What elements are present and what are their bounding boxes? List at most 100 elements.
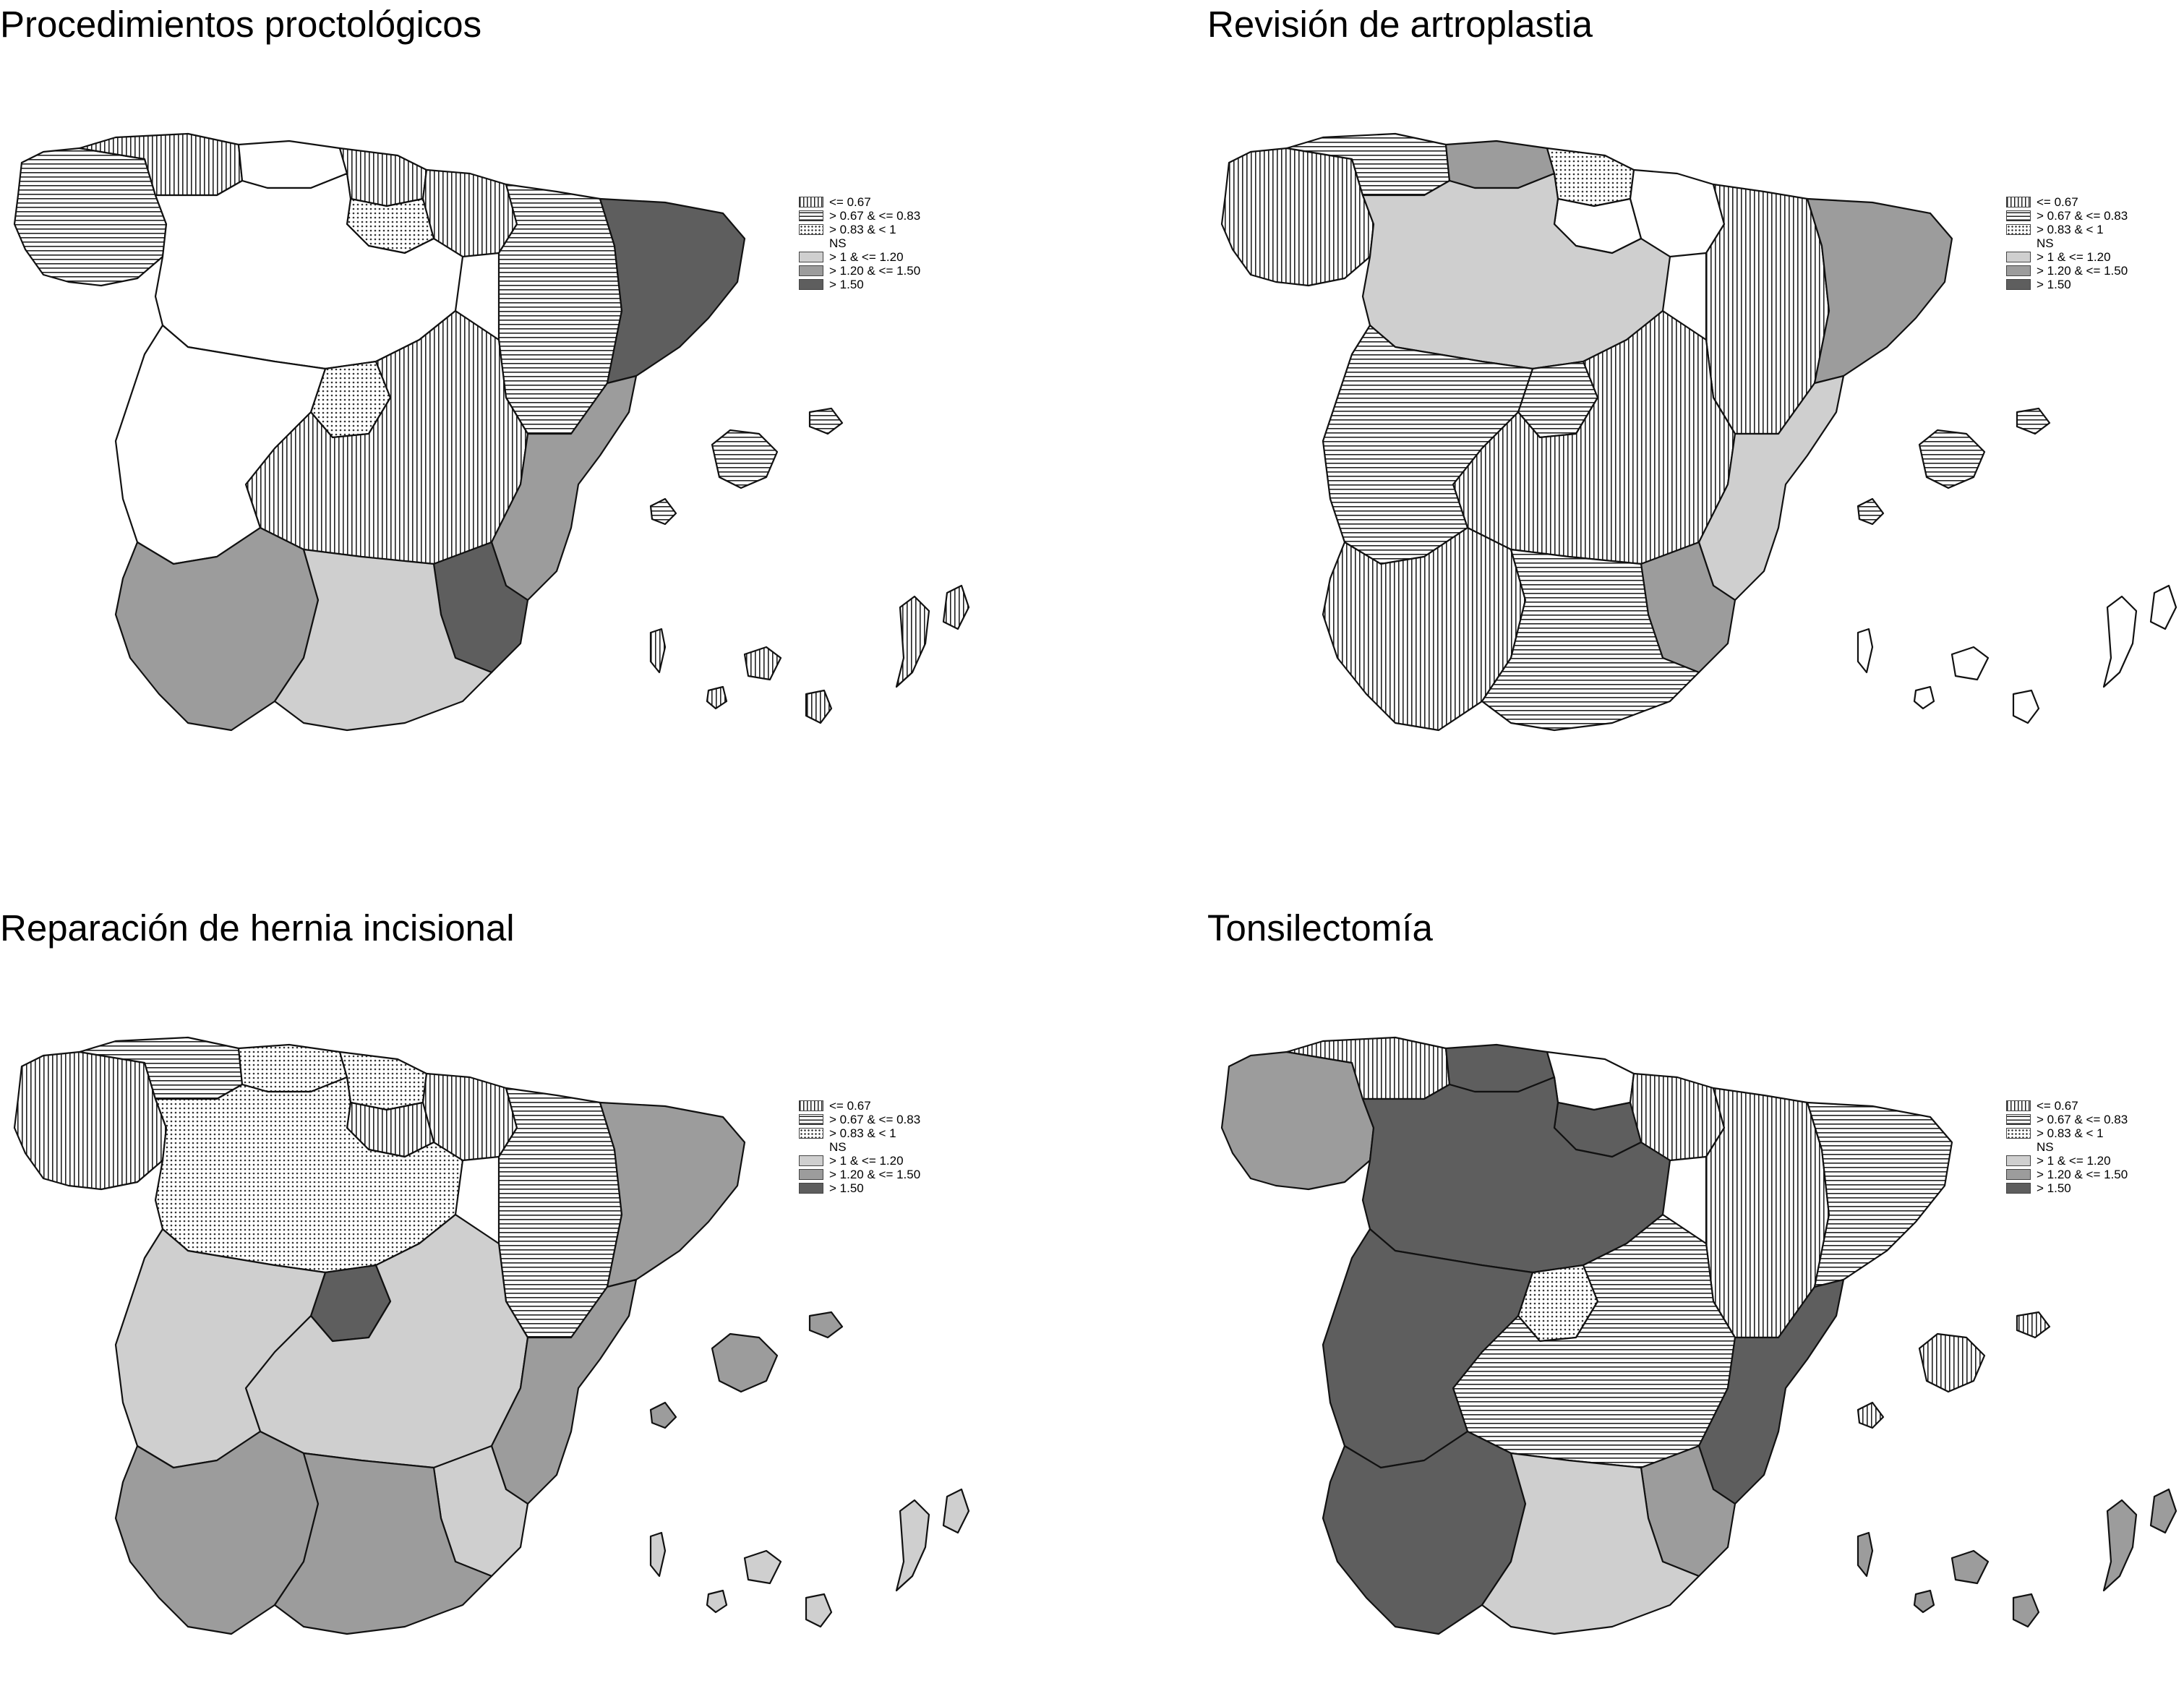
legend-label: <= 0.67 xyxy=(2037,195,2078,209)
legend-label: NS xyxy=(829,236,847,250)
legend-swatch xyxy=(2006,1114,2031,1125)
map-panel-1: Revisión de artroplastia <= 0.67 > 0.67 &… xyxy=(1207,0,2184,795)
region-baleares xyxy=(1857,1311,2051,1429)
legend-swatch xyxy=(2006,265,2031,276)
region-castillaleon xyxy=(1361,1076,1671,1274)
spain-choropleth-map xyxy=(13,132,970,732)
legend-swatch xyxy=(2006,279,2031,290)
legend-item: > 1 & <= 1.20 xyxy=(799,250,972,264)
region-canarias xyxy=(1857,1488,2177,1628)
legend-swatch xyxy=(799,1100,823,1111)
legend-swatch xyxy=(799,1142,823,1152)
legend-swatch xyxy=(2006,238,2031,249)
legend-item: NS xyxy=(799,236,972,250)
legend-label: > 0.83 & < 1 xyxy=(2037,1126,2104,1140)
legend-item: NS xyxy=(799,1140,972,1154)
legend-label: > 0.67 & <= 0.83 xyxy=(2037,209,2128,223)
legend-item: > 0.83 & < 1 xyxy=(799,223,972,236)
region-castillaleon xyxy=(154,172,464,370)
legend-label: > 1.20 & <= 1.50 xyxy=(829,1168,921,1181)
legend-label: > 1 & <= 1.20 xyxy=(2037,250,2111,264)
legend-item: > 1 & <= 1.20 xyxy=(799,1154,972,1168)
region-valencia xyxy=(490,1278,638,1505)
legend-item: > 1.50 xyxy=(799,278,972,291)
map-title: Procedimientos proctológicos xyxy=(0,4,482,45)
legend-item: NS xyxy=(2006,1140,2180,1154)
legend-swatch xyxy=(2006,1100,2031,1111)
legend-item: > 1.20 & <= 1.50 xyxy=(799,1168,972,1181)
region-castillaleon xyxy=(1361,172,1671,370)
legend-label: > 1.20 & <= 1.50 xyxy=(2037,1168,2128,1181)
region-galicia xyxy=(1220,147,1375,287)
legend-swatch xyxy=(799,1155,823,1166)
legend-item: > 0.83 & < 1 xyxy=(799,1126,972,1140)
legend-label: <= 0.67 xyxy=(829,1099,871,1113)
region-paisvasco xyxy=(338,1050,428,1111)
legend-label: > 0.67 & <= 0.83 xyxy=(2037,1113,2128,1126)
legend-label: > 0.83 & < 1 xyxy=(2037,223,2104,236)
spain-choropleth-map xyxy=(1220,1036,2177,1635)
map-title: Tonsilectomía xyxy=(1207,907,1433,949)
legend-label: NS xyxy=(829,1140,847,1154)
region-paisvasco xyxy=(1546,147,1635,207)
legend-item: > 1.20 & <= 1.50 xyxy=(2006,264,2180,278)
legend-item: > 0.67 & <= 0.83 xyxy=(799,209,972,223)
legend-swatch xyxy=(2006,252,2031,262)
legend-swatch xyxy=(799,279,823,290)
legend-swatch xyxy=(799,1169,823,1180)
legend-swatch xyxy=(2006,1142,2031,1152)
legend-label: > 1 & <= 1.20 xyxy=(2037,1154,2111,1168)
region-cataluna xyxy=(1806,197,1953,385)
legend-item: > 0.67 & <= 0.83 xyxy=(799,1113,972,1126)
legend-swatch xyxy=(799,210,823,221)
map-title: Reparación de hernia incisional xyxy=(0,907,515,949)
region-cataluna xyxy=(599,197,746,385)
legend-swatch xyxy=(799,265,823,276)
region-cataluna xyxy=(599,1101,746,1288)
legend-item: > 0.83 & < 1 xyxy=(2006,1126,2180,1140)
region-canarias xyxy=(649,1488,970,1628)
legend-item: > 0.67 & <= 0.83 xyxy=(2006,1113,2180,1126)
legend-item: <= 0.67 xyxy=(799,1099,972,1113)
region-valencia xyxy=(490,375,638,602)
legend-label: > 1.20 & <= 1.50 xyxy=(829,264,921,278)
region-valencia xyxy=(1697,375,1845,602)
legend-item: > 1.50 xyxy=(2006,1181,2180,1195)
region-galicia xyxy=(13,1050,168,1191)
region-baleares xyxy=(1857,407,2051,526)
legend-swatch xyxy=(2006,1155,2031,1166)
legend-item: <= 0.67 xyxy=(799,195,972,209)
region-baleares xyxy=(649,407,844,526)
map-panel-0: Procedimientos proctológicos <= 0.67 > 0.… xyxy=(0,0,1084,795)
region-canarias xyxy=(649,584,970,724)
spain-choropleth-map xyxy=(1220,132,2177,732)
legend-label: > 1.20 & <= 1.50 xyxy=(2037,264,2128,278)
region-cataluna xyxy=(1806,1101,1953,1288)
region-paisvasco xyxy=(338,147,428,207)
legend-item: > 1 & <= 1.20 xyxy=(2006,1154,2180,1168)
legend-label: NS xyxy=(2037,236,2054,250)
legend-label: <= 0.67 xyxy=(2037,1099,2078,1113)
legend-label: > 0.83 & < 1 xyxy=(829,1126,896,1140)
region-galicia xyxy=(1220,1050,1375,1191)
legend-item: <= 0.67 xyxy=(2006,1099,2180,1113)
legend: <= 0.67 > 0.67 & <= 0.83 > 0.83 & < 1 NS > 1… xyxy=(799,1099,972,1195)
region-galicia xyxy=(13,147,168,287)
region-castillaleon xyxy=(154,1076,464,1274)
region-andalucia-e xyxy=(273,1452,493,1635)
region-valencia xyxy=(1697,1278,1845,1505)
legend-label: > 1 & <= 1.20 xyxy=(829,250,904,264)
legend-item: > 1.50 xyxy=(2006,278,2180,291)
legend-swatch xyxy=(799,224,823,235)
legend-swatch xyxy=(799,197,823,207)
legend-swatch xyxy=(799,1183,823,1194)
legend-label: <= 0.67 xyxy=(829,195,871,209)
legend-label: > 0.67 & <= 0.83 xyxy=(829,209,921,223)
legend-swatch xyxy=(799,1114,823,1125)
legend-swatch xyxy=(799,252,823,262)
legend-swatch xyxy=(2006,224,2031,235)
legend-swatch xyxy=(2006,1128,2031,1139)
legend: <= 0.67 > 0.67 & <= 0.83 > 0.83 & < 1 NS > 1… xyxy=(2006,1099,2180,1195)
legend-label: > 0.83 & < 1 xyxy=(829,223,896,236)
legend-swatch xyxy=(799,1128,823,1139)
